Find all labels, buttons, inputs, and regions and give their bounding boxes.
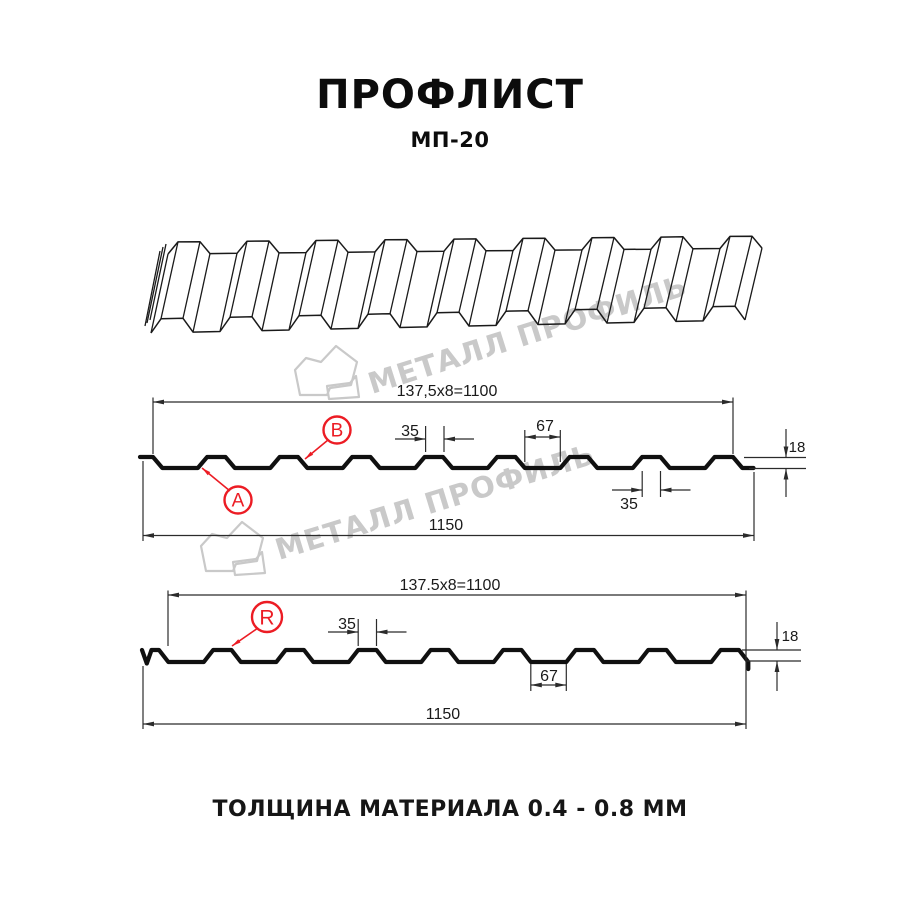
dim-valley-2: 67 bbox=[540, 668, 558, 685]
watermark-logo-1: МЕТАЛЛ ПРОФИЛЬ bbox=[293, 268, 691, 401]
dim-overall-2: 1150 bbox=[426, 706, 461, 723]
section-ab-linework bbox=[137, 397, 806, 541]
dim-crest2-1: 35 bbox=[620, 496, 638, 513]
dim-pitch-total-2: 137.5x8=1100 bbox=[400, 577, 501, 594]
section-r-linework bbox=[139, 590, 801, 729]
dim-height-2: 18 bbox=[782, 628, 799, 645]
dim-overall-1: 1150 bbox=[429, 517, 464, 534]
dim-pitch-total-1: 137,5x8=1100 bbox=[397, 383, 498, 400]
material-thickness-note: ТОЛЩИНА МАТЕРИАЛА 0.4 - 0.8 ММ bbox=[212, 797, 688, 822]
dim-valley-1: 67 bbox=[536, 418, 554, 435]
point-label-r: R bbox=[259, 607, 274, 630]
point-marker-r bbox=[250, 600, 284, 634]
dim-height-1: 18 bbox=[789, 439, 806, 456]
page-title: ПРОФЛИСТ bbox=[316, 72, 584, 118]
watermark-logo-2: МЕТАЛЛ ПРОФИЛЬ bbox=[199, 437, 599, 577]
point-label-a: A bbox=[232, 491, 245, 512]
section-r-labels: 137.5x8=1100 35 67 18 1150 R bbox=[250, 577, 799, 723]
page-subtitle: МП-20 bbox=[410, 128, 490, 152]
dim-crest-2: 35 bbox=[338, 616, 356, 633]
dim-crest-1: 35 bbox=[401, 423, 419, 440]
point-marker-b bbox=[322, 415, 352, 445]
point-marker-a bbox=[223, 485, 253, 515]
point-label-b: B bbox=[331, 421, 344, 442]
profile-3d-view bbox=[144, 235, 763, 334]
section-ab-labels: 137,5x8=1100 35 67 18 35 1150 A B bbox=[223, 383, 806, 534]
